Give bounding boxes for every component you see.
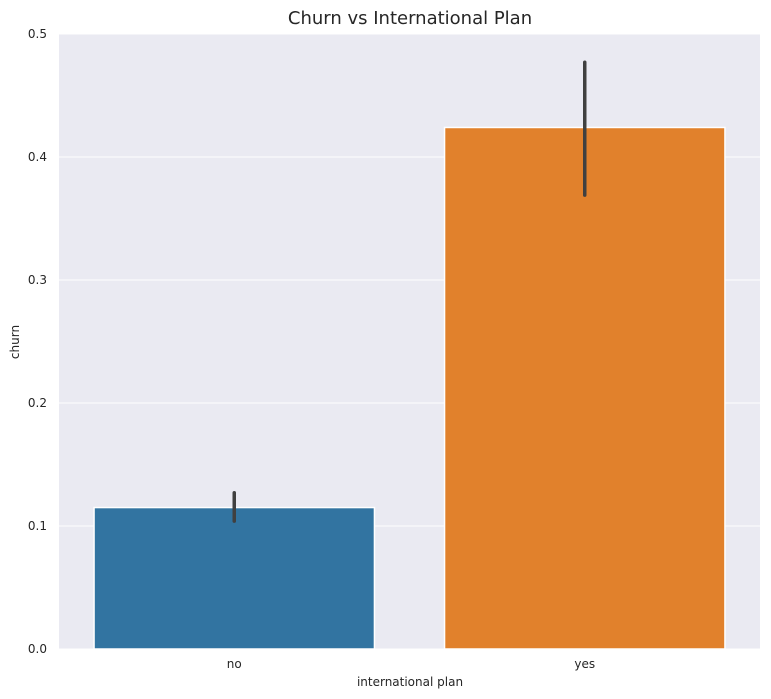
y-tick-label: 0.0 bbox=[28, 642, 47, 656]
bars bbox=[93, 126, 726, 650]
y-tick-label: 0.1 bbox=[28, 519, 47, 533]
bar-no bbox=[93, 506, 376, 650]
error-bars bbox=[232, 60, 587, 523]
x-axis-label: international plan bbox=[357, 675, 463, 689]
y-tick-label: 0.3 bbox=[28, 273, 47, 287]
y-tick-label: 0.2 bbox=[28, 396, 47, 410]
x-tick-label-yes: yes bbox=[574, 657, 595, 671]
bar-yes bbox=[443, 126, 726, 650]
chart-title: Churn vs International Plan bbox=[288, 8, 532, 29]
x-tick-label-no: no bbox=[227, 657, 242, 671]
y-tick-label: 0.4 bbox=[28, 150, 47, 164]
y-tick-label: 0.5 bbox=[28, 27, 47, 41]
y-axis-label: churn bbox=[8, 325, 22, 359]
x-tick-labels: no yes bbox=[227, 657, 595, 671]
y-tick-labels: 0.0 0.1 0.2 0.3 0.4 0.5 bbox=[28, 27, 47, 656]
